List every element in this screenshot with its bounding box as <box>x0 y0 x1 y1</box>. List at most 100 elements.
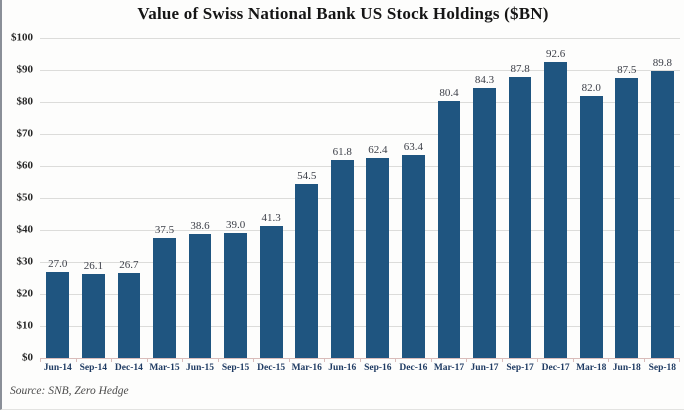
bar-slot: 89.8 <box>645 38 681 358</box>
bar <box>259 225 283 358</box>
x-tick <box>396 359 432 362</box>
bar-slot: 26.1 <box>76 38 112 358</box>
bar-value-label: 62.4 <box>368 144 388 157</box>
bar-value-label: 26.1 <box>83 260 103 273</box>
x-tick-label: Jun-15 <box>186 363 215 373</box>
x-tick <box>645 359 680 362</box>
bar <box>615 78 639 358</box>
x-tick <box>254 359 290 362</box>
bar <box>473 88 496 358</box>
x-tick-label: Mar-17 <box>433 363 465 373</box>
bar-slot: 37.5 <box>147 38 183 358</box>
x-tick <box>609 359 645 362</box>
bar <box>295 183 319 358</box>
bar-value-label: 39.0 <box>225 219 246 232</box>
gridline <box>40 262 680 263</box>
bar <box>117 272 141 358</box>
bar-value-label: 82.0 <box>581 81 601 94</box>
bar-slot: 80.4 <box>431 38 467 358</box>
bar <box>650 70 674 358</box>
bar-slot: 38.6 <box>182 38 218 358</box>
x-tick-label: Mar-18 <box>576 363 607 373</box>
bar-value-label: 63.4 <box>403 141 424 154</box>
x-axis-ticks <box>40 359 680 362</box>
bar <box>508 77 532 358</box>
y-tick-label: $30 <box>16 255 34 268</box>
gridline <box>40 38 680 39</box>
bar-slot: 63.4 <box>396 38 432 358</box>
bar-slot: 41.3 <box>253 38 289 358</box>
bar-series: 27.0 26.1 26.7 37.5 38.6 39.0 41.3 54.5 61.8 62.4… <box>40 38 680 358</box>
x-tick <box>467 359 503 362</box>
bar-value-label: 26.7 <box>119 258 139 271</box>
bar-slot: 92.6 <box>538 38 574 358</box>
bar-slot: 54.5 <box>289 38 325 358</box>
bar-value-label: 27.0 <box>48 257 68 270</box>
x-tick <box>148 359 183 362</box>
bar-value-label: 38.6 <box>190 220 210 233</box>
x-tick-label: Sep-14 <box>79 363 108 373</box>
gridline <box>40 134 680 135</box>
x-tick-label: Sep-18 <box>648 363 677 373</box>
gridline <box>40 70 680 71</box>
bar <box>402 155 425 358</box>
bar <box>544 61 568 358</box>
bar-slot: 87.5 <box>609 38 645 358</box>
x-tick-label: Dec-16 <box>399 363 428 373</box>
bar <box>366 158 390 358</box>
x-tick-label: Jun-14 <box>43 363 72 373</box>
x-tick <box>503 359 538 362</box>
bar <box>579 95 603 358</box>
x-tick <box>112 359 148 362</box>
bar-slot: 62.4 <box>360 38 396 358</box>
gridline <box>40 294 680 295</box>
x-tick <box>432 359 467 362</box>
bar-slot: 27.0 <box>40 38 76 358</box>
bar-value-label: 61.8 <box>332 146 352 159</box>
bar-value-label: 84.3 <box>474 74 495 87</box>
y-tick-label: $70 <box>16 127 34 140</box>
x-tick-label: Jun-17 <box>470 363 499 373</box>
bar <box>437 100 461 358</box>
gridline <box>40 198 680 199</box>
gridline <box>40 230 680 231</box>
bar-value-label: 37.5 <box>154 224 175 236</box>
gridline <box>40 166 680 167</box>
x-tick-label: Mar-15 <box>149 363 180 373</box>
plot-area: 27.0 26.1 26.7 37.5 38.6 39.0 41.3 54.5 61.8 62.4… <box>40 38 680 359</box>
bar-slot: 61.8 <box>325 38 361 358</box>
y-tick-label: $50 <box>16 191 34 204</box>
x-tick-label: Sep-17 <box>506 363 534 373</box>
bar-value-label: 80.4 <box>439 86 459 99</box>
bar-value-label: 89.8 <box>652 56 672 69</box>
x-tick <box>219 359 254 362</box>
x-tick-label: Dec-15 <box>257 363 286 373</box>
bar-value-label: 87.8 <box>510 63 530 76</box>
bar <box>153 238 176 358</box>
y-tick-label: $60 <box>16 159 34 172</box>
x-tick <box>183 359 219 362</box>
bar-value-label: 92.6 <box>546 47 566 60</box>
y-tick-label: $80 <box>16 95 34 108</box>
x-tick <box>361 359 396 362</box>
x-tick <box>40 359 77 362</box>
y-axis-labels: $0 $10 $20 $30 $40 $50 $60 $70 $80 $90 $100 <box>2 32 34 363</box>
x-tick-label: Jun-18 <box>612 363 641 373</box>
y-tick-label: $10 <box>16 319 34 332</box>
bar <box>81 274 105 358</box>
chart-title: Value of Swiss National Bank US Stock Ho… <box>137 4 549 23</box>
bar-value-label: 41.3 <box>261 211 281 224</box>
bar <box>46 271 70 358</box>
y-tick-label: $40 <box>16 223 34 236</box>
bar-slot: 26.7 <box>111 38 147 358</box>
x-tick-label: Sep-16 <box>364 363 392 373</box>
gridline <box>40 326 680 327</box>
x-tick-label: Sep-15 <box>221 363 250 373</box>
x-tick-label: Dec-14 <box>114 363 143 373</box>
bar-slot: 87.8 <box>502 38 538 358</box>
y-tick-label: $20 <box>16 287 34 300</box>
bar-value-label: 54.5 <box>297 169 317 182</box>
x-tick-label: Dec-17 <box>541 363 570 373</box>
bar <box>330 160 354 358</box>
